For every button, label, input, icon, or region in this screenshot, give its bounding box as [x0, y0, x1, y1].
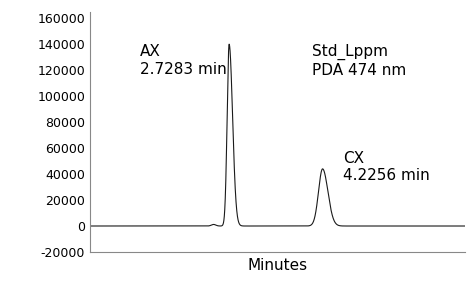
Text: CX
4.2256 min: CX 4.2256 min [343, 151, 429, 183]
X-axis label: Minutes: Minutes [247, 258, 307, 272]
Text: AX
2.7283 min: AX 2.7283 min [140, 44, 227, 76]
Text: Std_Lppm
PDA 474 nm: Std_Lppm PDA 474 nm [311, 44, 406, 78]
